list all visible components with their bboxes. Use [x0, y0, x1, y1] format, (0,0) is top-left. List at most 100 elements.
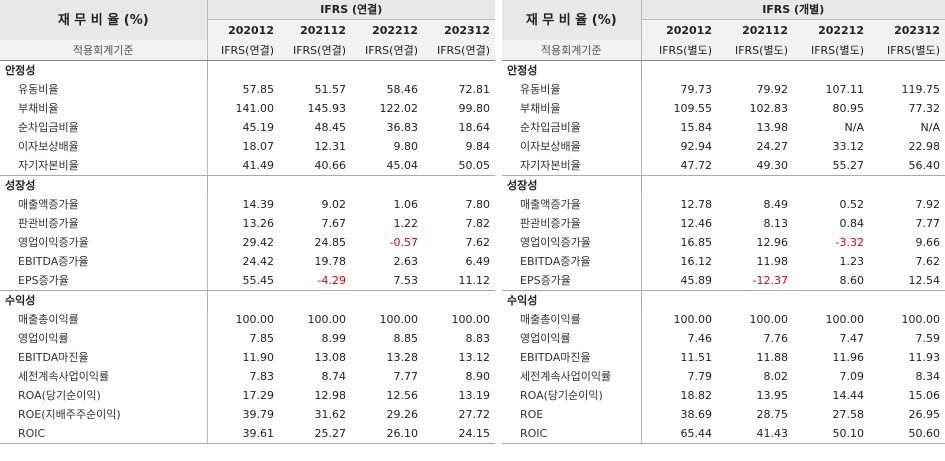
value-cell: 7.85	[206, 329, 279, 348]
value-cell: 7.46	[640, 329, 717, 348]
value-cell: 79.92	[756, 83, 789, 96]
table-row: 유동비율 79.73 79.92 107.11 119.75	[502, 80, 945, 99]
value-cell: 8.02	[763, 370, 789, 383]
value-cell: 51.57	[314, 83, 347, 96]
consolidated-ratio-table: 재 무 비 율 (%) IFRS (연결) 202012 202112 202212 20…	[0, 0, 495, 444]
value-cell: 100.00	[640, 310, 717, 329]
value-cell: 145.93	[307, 102, 347, 115]
standard-header: IFRS(연결)	[279, 40, 351, 61]
table-row: 매출액증가율 14.39 9.02 1.06 7.80	[0, 195, 495, 214]
section-spacer	[206, 60, 495, 80]
standard-row: 적용회계기준 IFRS(별도) IFRS(별도) IFRS(별도) IFRS(별도)	[502, 40, 945, 61]
value-cell: 7.62	[465, 236, 491, 249]
row-label: ROE	[520, 408, 544, 421]
table-row: 자기자본비율 47.72 49.30 55.27 56.40	[502, 156, 945, 176]
value-cell: 40.66	[314, 159, 347, 172]
value-cell: 27.58	[832, 408, 865, 421]
value-cell: 15.06	[908, 389, 941, 402]
group-header: IFRS (연결)	[206, 0, 495, 20]
table-row: EPS증가율 45.89 -12.37 8.60 12.54	[502, 271, 945, 291]
section-label: 성장성	[0, 175, 207, 195]
section-spacer	[206, 175, 495, 195]
row-label: EBITDA증가율	[18, 255, 89, 268]
value-cell: 27.72	[458, 408, 491, 421]
value-cell: 11.93	[908, 351, 941, 364]
value-cell: 13.19	[458, 389, 491, 402]
value-cell: 0.52	[839, 198, 865, 211]
value-cell: 8.99	[321, 332, 347, 345]
row-label: ROIC	[502, 424, 641, 444]
value-cell: 100.00	[825, 313, 865, 326]
value-cell: 39.61	[206, 424, 279, 444]
section-label: 안정성	[0, 60, 207, 80]
value-cell: 16.85	[640, 233, 717, 252]
value-cell: 41.43	[717, 424, 793, 444]
value-cell: 58.46	[386, 83, 419, 96]
table-row: 매출총이익률 100.00 100.00 100.00 100.00	[0, 310, 495, 329]
standard-header: IFRS(별도)	[717, 40, 793, 61]
value-cell: 12.31	[314, 140, 347, 153]
value-cell: -0.57	[389, 236, 418, 249]
value-cell: 8.74	[321, 370, 347, 383]
value-cell: 7.67	[321, 217, 347, 230]
table-row: ROE 38.69 28.75 27.58 26.95	[502, 405, 945, 424]
value-cell: 7.59	[915, 332, 941, 345]
row-label: 이자보상배율	[18, 140, 79, 153]
value-cell: 50.10	[793, 424, 869, 444]
row-label: 부채비율	[520, 102, 561, 115]
value-cell: 22.98	[908, 140, 941, 153]
value-cell: 18.64	[458, 121, 491, 134]
value-cell: 7.77	[915, 217, 941, 230]
ratio-table: 재 무 비 율 (%) IFRS (연결) 202012 202112 202212 20…	[0, 0, 495, 444]
section-label: 수익성	[0, 290, 207, 310]
row-label: 판관비증가율	[520, 217, 581, 230]
table-row: 영업이익증가율 29.42 24.85 -0.57 7.62	[0, 233, 495, 252]
table-row: 부채비율 109.55 102.83 80.95 77.32	[502, 99, 945, 118]
value-cell: 13.95	[756, 389, 789, 402]
table-row: 유동비율 57.85 51.57 58.46 72.81	[0, 80, 495, 99]
value-cell: 7.82	[465, 217, 491, 230]
table-title: 재 무 비 율 (%)	[502, 0, 641, 40]
value-cell: -3.32	[835, 236, 864, 249]
value-cell: 36.83	[386, 121, 419, 134]
value-cell: N/A	[844, 121, 864, 134]
value-cell: 25.27	[279, 424, 351, 444]
row-label: 부채비율	[18, 102, 59, 115]
value-cell: 13.08	[314, 351, 347, 364]
year-header: 202312	[869, 19, 945, 40]
value-cell: 28.75	[756, 408, 789, 421]
year-header: 202212	[793, 19, 869, 40]
table-row: 순차입금비율 15.84 13.98 N/A N/A	[502, 118, 945, 137]
value-cell: 19.78	[314, 255, 347, 268]
value-cell: 100.00	[206, 310, 279, 329]
value-cell: 6.49	[465, 255, 491, 268]
value-cell: 7.53	[393, 274, 419, 287]
table-row: 부채비율 141.00 145.93 122.02 99.80	[0, 99, 495, 118]
value-cell: 100.00	[451, 313, 491, 326]
section-spacer	[640, 60, 945, 80]
row-label: 매출총이익률	[18, 313, 79, 326]
value-cell: 26.10	[351, 424, 423, 444]
value-cell: 11.90	[206, 348, 279, 367]
value-cell: 47.72	[640, 156, 717, 176]
value-cell: 9.66	[915, 236, 941, 249]
value-cell: 56.40	[908, 159, 941, 172]
value-cell: 11.98	[756, 255, 789, 268]
value-cell: 31.62	[314, 408, 347, 421]
table-row: 세전계속사업이익률 7.79 8.02 7.09 8.34	[502, 367, 945, 386]
value-cell: 0.84	[839, 217, 865, 230]
row-label: EPS증가율	[18, 274, 69, 287]
value-cell: 57.85	[206, 80, 279, 99]
row-label: EBITDA마진율	[18, 351, 89, 364]
section-row: 성장성	[502, 175, 945, 195]
value-cell: 1.06	[393, 198, 419, 211]
table-row: ROIC 65.44 41.43 50.10 50.60	[502, 424, 945, 444]
section-spacer	[640, 290, 945, 310]
value-cell: 122.02	[379, 102, 419, 115]
section-spacer	[206, 290, 495, 310]
table-row: EBITDA마진율 11.90 13.08 13.28 13.12	[0, 348, 495, 367]
value-cell: 7.79	[640, 367, 717, 386]
table-row: EBITDA마진율 11.51 11.88 11.96 11.93	[502, 348, 945, 367]
value-cell: 12.96	[756, 236, 789, 249]
value-cell: 12.98	[314, 389, 347, 402]
